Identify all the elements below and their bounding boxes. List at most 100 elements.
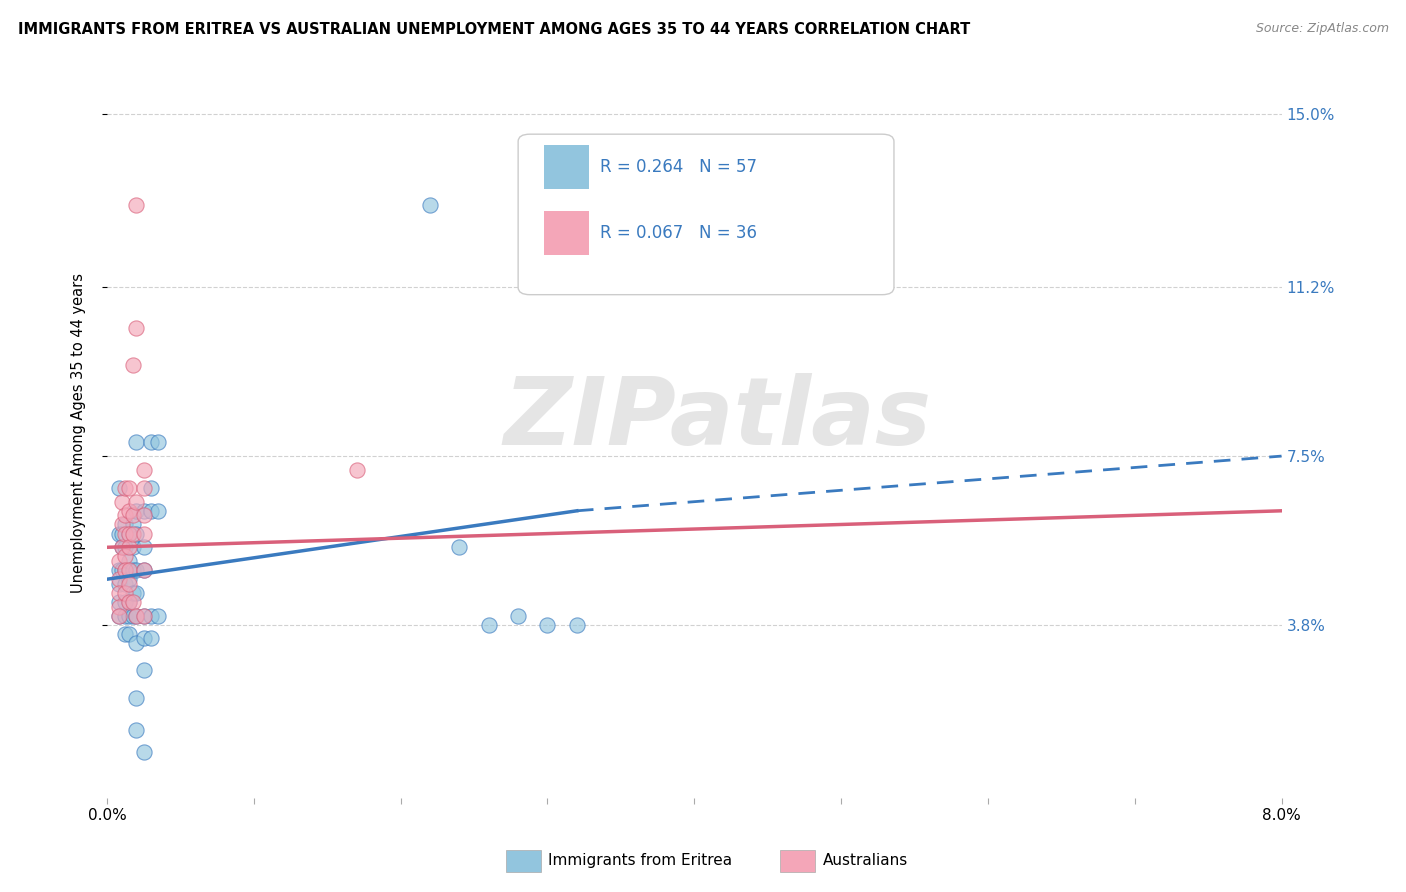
Point — [108, 576, 131, 591]
FancyBboxPatch shape — [544, 145, 589, 189]
Point — [132, 608, 155, 623]
Point — [125, 563, 148, 577]
Point — [132, 632, 155, 646]
FancyBboxPatch shape — [519, 134, 894, 294]
Point — [122, 526, 145, 541]
Point — [108, 586, 131, 600]
Point — [118, 572, 141, 586]
Point — [122, 508, 145, 523]
Point — [536, 617, 558, 632]
Point — [125, 608, 148, 623]
Point — [132, 608, 155, 623]
Point — [132, 508, 155, 523]
Point — [148, 608, 170, 623]
Point — [132, 746, 155, 760]
Point — [111, 541, 134, 555]
Point — [108, 608, 131, 623]
Point — [111, 517, 134, 532]
Point — [108, 481, 131, 495]
Point — [114, 549, 136, 564]
Point — [118, 563, 141, 577]
Point — [508, 608, 530, 623]
Point — [125, 198, 148, 212]
Point — [122, 608, 145, 623]
Point — [114, 563, 136, 577]
Point — [118, 541, 141, 555]
Point — [125, 723, 148, 737]
FancyBboxPatch shape — [544, 211, 589, 254]
Point — [118, 608, 141, 623]
Point — [114, 508, 136, 523]
Point — [114, 576, 136, 591]
Point — [114, 595, 136, 609]
Point — [114, 608, 136, 623]
Point — [114, 563, 136, 577]
Point — [122, 517, 145, 532]
Point — [111, 526, 134, 541]
Text: R = 0.067   N = 36: R = 0.067 N = 36 — [600, 224, 758, 242]
Point — [108, 599, 131, 614]
Point — [125, 494, 148, 508]
Point — [478, 617, 501, 632]
Point — [114, 627, 136, 641]
Point — [114, 517, 136, 532]
Point — [148, 435, 170, 450]
Text: IMMIGRANTS FROM ERITREA VS AUSTRALIAN UNEMPLOYMENT AMONG AGES 35 TO 44 YEARS COR: IMMIGRANTS FROM ERITREA VS AUSTRALIAN UN… — [18, 22, 970, 37]
Point — [114, 586, 136, 600]
Point — [139, 481, 162, 495]
Point — [122, 595, 145, 609]
Point — [114, 526, 136, 541]
Point — [125, 504, 148, 518]
Point — [122, 563, 145, 577]
Point — [122, 541, 145, 555]
Point — [108, 526, 131, 541]
Point — [132, 563, 155, 577]
Point — [111, 563, 134, 577]
Point — [108, 563, 131, 577]
Text: R = 0.264   N = 57: R = 0.264 N = 57 — [600, 158, 758, 176]
Point — [108, 608, 131, 623]
Point — [132, 481, 155, 495]
Point — [419, 198, 441, 212]
Text: Source: ZipAtlas.com: Source: ZipAtlas.com — [1256, 22, 1389, 36]
Point — [132, 541, 155, 555]
Point — [139, 504, 162, 518]
Point — [122, 586, 145, 600]
Point — [139, 608, 162, 623]
Point — [139, 435, 162, 450]
Text: Immigrants from Eritrea: Immigrants from Eritrea — [548, 854, 733, 868]
Y-axis label: Unemployment Among Ages 35 to 44 years: Unemployment Among Ages 35 to 44 years — [72, 273, 86, 593]
Point — [108, 595, 131, 609]
Point — [449, 541, 471, 555]
Point — [118, 595, 141, 609]
Point — [346, 463, 368, 477]
Point — [125, 526, 148, 541]
Point — [114, 481, 136, 495]
Point — [132, 664, 155, 678]
Point — [118, 481, 141, 495]
Point — [118, 554, 141, 568]
Point — [118, 526, 141, 541]
Point — [118, 627, 141, 641]
Point — [132, 463, 155, 477]
Point — [148, 504, 170, 518]
Point — [125, 586, 148, 600]
Point — [139, 632, 162, 646]
Point — [118, 595, 141, 609]
Text: ZIPatlas: ZIPatlas — [503, 373, 932, 465]
Point — [108, 572, 131, 586]
Point — [118, 504, 141, 518]
Point — [132, 526, 155, 541]
Point — [122, 358, 145, 372]
Point — [125, 435, 148, 450]
Point — [125, 608, 148, 623]
Point — [114, 541, 136, 555]
Point — [125, 690, 148, 705]
Point — [132, 504, 155, 518]
Text: Australians: Australians — [823, 854, 908, 868]
Point — [118, 526, 141, 541]
Point — [111, 494, 134, 508]
Point — [132, 563, 155, 577]
Point — [565, 617, 588, 632]
Point — [125, 636, 148, 650]
